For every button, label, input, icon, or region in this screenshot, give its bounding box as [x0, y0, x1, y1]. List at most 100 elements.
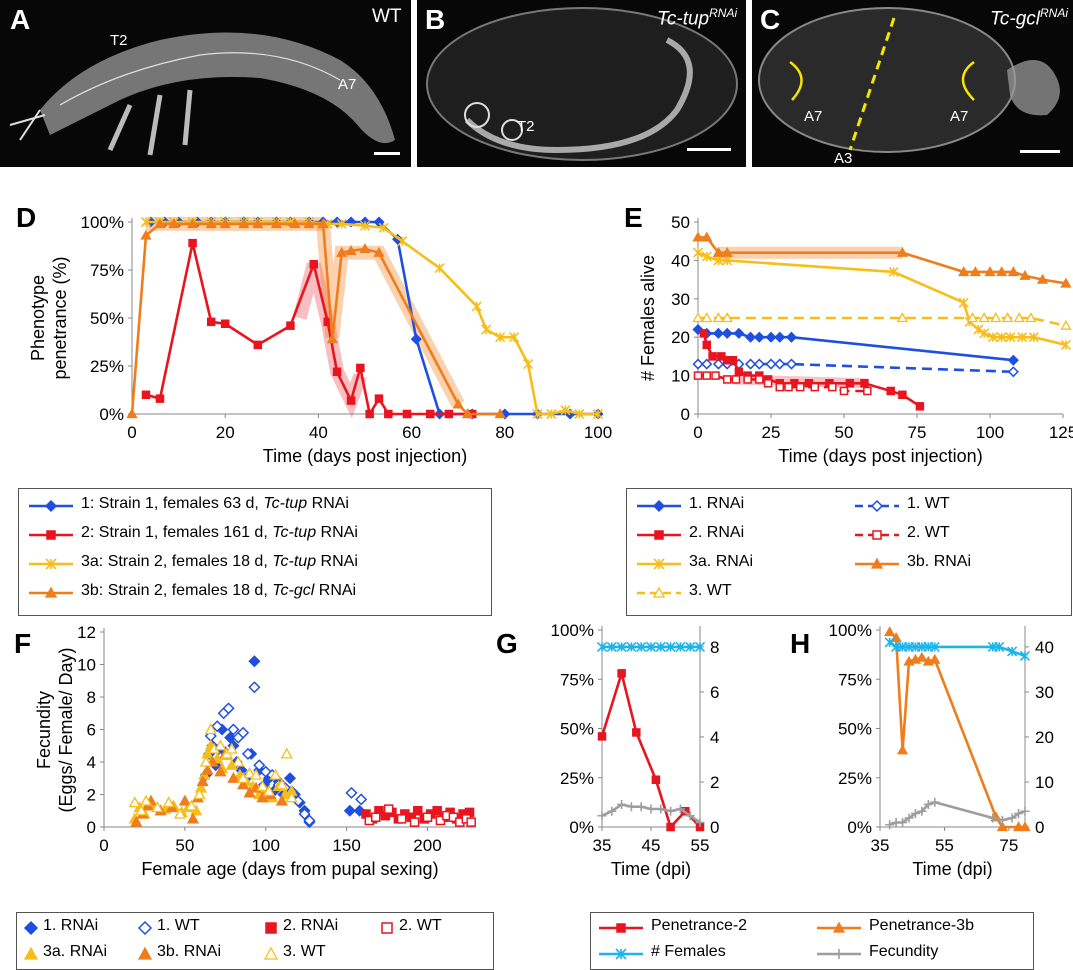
data-point	[984, 266, 996, 277]
data-point	[196, 775, 209, 787]
data-point	[298, 807, 311, 821]
annotation-a7-left: A7	[804, 108, 823, 125]
x-tick-label: 100	[584, 423, 612, 442]
legend-e: 1. RNAi 1. WT 2. RNAi 2. WT 3a. RNAi 3b. RNAi…	[626, 488, 1072, 616]
x-tick-label: 0	[99, 836, 108, 855]
legend-label-text: 3b: Strain 2, females 18 d,	[81, 582, 273, 599]
x-tick-label: 45	[642, 836, 661, 855]
data-point	[253, 759, 266, 772]
legend-swatch-marker	[616, 923, 626, 933]
data-point	[343, 804, 356, 817]
data-point	[755, 375, 764, 384]
legend-swatch	[637, 586, 681, 598]
y2-tick-label: 40	[1035, 638, 1054, 657]
y-tick-label: 50	[671, 213, 690, 232]
data-point	[509, 332, 520, 343]
panel-label-g: G	[496, 628, 518, 659]
data-point	[915, 402, 925, 411]
data-point	[1036, 273, 1049, 284]
data-point	[238, 218, 250, 229]
data-point	[712, 358, 725, 370]
data-point	[884, 637, 895, 648]
y2-tick-label: 4	[710, 728, 719, 747]
y-tick-label: 10	[77, 656, 96, 675]
x-tick-label: 20	[216, 423, 235, 442]
panel-label-f: F	[14, 628, 32, 659]
x-tick-label: 75	[908, 423, 927, 442]
data-point	[885, 820, 895, 830]
data-point	[232, 755, 245, 767]
data-point	[252, 218, 264, 229]
data-point	[214, 739, 227, 751]
data-point	[606, 641, 617, 652]
data-point	[173, 807, 187, 819]
data-point	[410, 333, 422, 345]
data-point	[958, 297, 969, 308]
legend-gene-name: Tc-tup	[263, 495, 308, 512]
data-point	[168, 218, 180, 229]
data-point	[383, 804, 394, 814]
data-point	[444, 409, 454, 419]
data-point	[810, 382, 820, 392]
data-point	[178, 794, 191, 806]
data-point	[763, 379, 773, 388]
data-point	[206, 317, 216, 327]
data-point	[205, 218, 217, 229]
legend-label: 2. WT	[907, 524, 950, 541]
series-line	[697, 328, 1014, 362]
legend-swatch	[381, 922, 393, 934]
data-point	[785, 331, 798, 343]
legend-swatch	[263, 946, 279, 960]
data-point	[617, 799, 627, 809]
legend-f: 1. RNAi 1. WT 2. RNAi 2. WT 3a. RNAi 3b. RNAi…	[16, 912, 494, 970]
data-point	[384, 409, 393, 419]
tag-gene: Tc-tup	[657, 8, 710, 30]
data-point	[636, 641, 647, 652]
y-tick-label: 50%	[90, 309, 124, 328]
data-point	[699, 329, 709, 338]
y-axis-label: # Females alive	[638, 255, 658, 381]
data-point	[396, 814, 407, 824]
y-axis-label-line: # Females alive	[638, 255, 658, 381]
series-2-strain-1-females-161-d-tc-tup-rnai	[141, 238, 477, 419]
data-point	[774, 331, 786, 343]
legend-swatch-marker	[652, 499, 666, 513]
data-point	[713, 255, 724, 266]
data-point	[753, 358, 765, 370]
panel-tag-wt: WT	[372, 6, 402, 27]
chart-panel-d: 0% 25% 50% 75% 100% 0 20 40 60 80 100 Time (days po…	[81, 213, 613, 466]
chart-panel-f: 0 2 4 6 8 10 12 0 50 100 150 200 Female age (days fr…	[77, 623, 476, 879]
data-point	[978, 312, 990, 323]
data-point	[969, 266, 982, 277]
y2-tick-label: 0	[1035, 818, 1044, 837]
data-point	[155, 394, 165, 403]
data-point	[708, 352, 717, 361]
x-axis-label: Time (days post injection)	[263, 446, 467, 466]
x-tick-label: 200	[413, 836, 441, 855]
y-tick-label: 0%	[847, 818, 872, 837]
data-point	[425, 409, 435, 419]
series-fecundity	[597, 799, 705, 827]
tag-gene: Tc-gcl	[990, 8, 1040, 30]
data-point	[722, 255, 733, 266]
data-point	[675, 641, 686, 652]
legend-label: 2. RNAi	[689, 524, 745, 541]
data-point	[785, 358, 798, 370]
legend-swatch-marker	[870, 499, 884, 513]
legend-gene-name: Tc-gcl	[272, 582, 315, 599]
data-point	[1017, 332, 1028, 343]
legend-label-text: RNAi	[316, 553, 358, 570]
data-point	[1005, 332, 1016, 343]
data-point	[574, 408, 585, 420]
scale-bar	[687, 148, 731, 151]
data-point	[256, 791, 269, 803]
y-axis-label: Fecundity (Eggs/ Female/ Day)	[34, 647, 76, 812]
data-point	[303, 814, 316, 827]
data-point	[632, 728, 641, 737]
y-axis-label: Phenotype penetrance (%)	[28, 256, 70, 379]
data-point	[199, 755, 213, 767]
series-line	[888, 641, 1026, 658]
legend-swatch-marker	[832, 921, 846, 933]
data-point	[345, 786, 358, 799]
data-point	[374, 394, 384, 403]
